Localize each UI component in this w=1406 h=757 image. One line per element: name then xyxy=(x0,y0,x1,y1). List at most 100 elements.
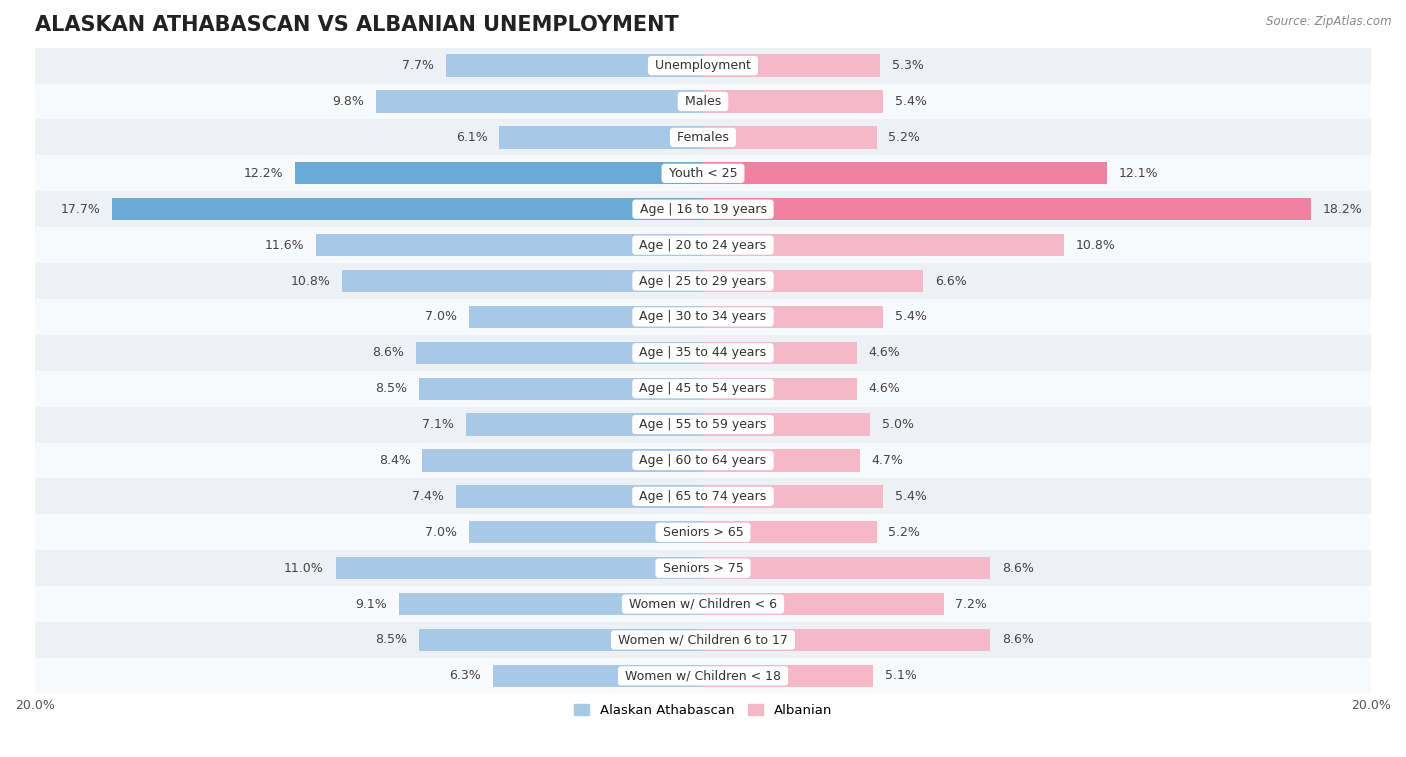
Text: 5.1%: 5.1% xyxy=(884,669,917,682)
Bar xyxy=(456,485,703,507)
Bar xyxy=(703,629,990,651)
Bar xyxy=(703,521,877,544)
Bar xyxy=(111,198,703,220)
Text: 8.5%: 8.5% xyxy=(375,634,408,646)
Bar xyxy=(703,341,856,364)
Bar xyxy=(342,270,703,292)
Bar xyxy=(703,593,943,615)
Bar xyxy=(35,443,1371,478)
Text: 4.6%: 4.6% xyxy=(869,382,900,395)
Text: 17.7%: 17.7% xyxy=(60,203,100,216)
Bar xyxy=(419,378,703,400)
Bar xyxy=(703,198,1310,220)
Bar xyxy=(419,629,703,651)
Bar xyxy=(416,341,703,364)
Text: 8.6%: 8.6% xyxy=(1002,562,1033,575)
Text: 7.7%: 7.7% xyxy=(402,59,434,72)
Bar xyxy=(465,413,703,436)
Bar xyxy=(35,263,1371,299)
Bar xyxy=(703,234,1064,256)
Text: Seniors > 75: Seniors > 75 xyxy=(658,562,748,575)
Bar xyxy=(703,55,880,76)
Text: 5.0%: 5.0% xyxy=(882,418,914,431)
Text: Women w/ Children < 6: Women w/ Children < 6 xyxy=(626,597,780,611)
Text: Women w/ Children 6 to 17: Women w/ Children 6 to 17 xyxy=(614,634,792,646)
Bar xyxy=(35,227,1371,263)
Text: 11.0%: 11.0% xyxy=(284,562,323,575)
Text: Age | 25 to 29 years: Age | 25 to 29 years xyxy=(636,275,770,288)
Text: Age | 35 to 44 years: Age | 35 to 44 years xyxy=(636,346,770,360)
Text: 18.2%: 18.2% xyxy=(1323,203,1362,216)
Text: 8.6%: 8.6% xyxy=(1002,634,1033,646)
Bar xyxy=(703,162,1107,185)
Bar xyxy=(315,234,703,256)
Text: Females: Females xyxy=(673,131,733,144)
Bar xyxy=(703,270,924,292)
Bar xyxy=(35,550,1371,586)
Text: 7.1%: 7.1% xyxy=(422,418,454,431)
Text: 5.4%: 5.4% xyxy=(896,310,927,323)
Bar xyxy=(35,478,1371,514)
Bar xyxy=(35,192,1371,227)
Text: ALASKAN ATHABASCAN VS ALBANIAN UNEMPLOYMENT: ALASKAN ATHABASCAN VS ALBANIAN UNEMPLOYM… xyxy=(35,15,679,35)
Bar xyxy=(35,622,1371,658)
Legend: Alaskan Athabascan, Albanian: Alaskan Athabascan, Albanian xyxy=(568,699,838,723)
Bar xyxy=(703,413,870,436)
Text: Males: Males xyxy=(681,95,725,108)
Bar xyxy=(35,83,1371,120)
Bar xyxy=(35,335,1371,371)
Text: Source: ZipAtlas.com: Source: ZipAtlas.com xyxy=(1267,15,1392,28)
Text: 11.6%: 11.6% xyxy=(264,238,304,251)
Text: 6.3%: 6.3% xyxy=(449,669,481,682)
Bar xyxy=(35,120,1371,155)
Text: 5.2%: 5.2% xyxy=(889,131,921,144)
Bar xyxy=(35,371,1371,407)
Text: 8.5%: 8.5% xyxy=(375,382,408,395)
Bar xyxy=(703,90,883,113)
Bar xyxy=(375,90,703,113)
Text: Age | 60 to 64 years: Age | 60 to 64 years xyxy=(636,454,770,467)
Text: 7.0%: 7.0% xyxy=(426,526,457,539)
Text: 7.0%: 7.0% xyxy=(426,310,457,323)
Text: 10.8%: 10.8% xyxy=(291,275,330,288)
Text: 4.7%: 4.7% xyxy=(872,454,904,467)
Text: 9.8%: 9.8% xyxy=(332,95,364,108)
Text: 10.8%: 10.8% xyxy=(1076,238,1115,251)
Text: 5.3%: 5.3% xyxy=(891,59,924,72)
Text: 7.2%: 7.2% xyxy=(955,597,987,611)
Text: 5.4%: 5.4% xyxy=(896,490,927,503)
Bar xyxy=(470,521,703,544)
Text: Age | 16 to 19 years: Age | 16 to 19 years xyxy=(636,203,770,216)
Bar xyxy=(35,407,1371,443)
Text: Women w/ Children < 18: Women w/ Children < 18 xyxy=(621,669,785,682)
Text: Age | 65 to 74 years: Age | 65 to 74 years xyxy=(636,490,770,503)
Text: Age | 45 to 54 years: Age | 45 to 54 years xyxy=(636,382,770,395)
Text: 8.6%: 8.6% xyxy=(373,346,404,360)
Text: 9.1%: 9.1% xyxy=(356,597,387,611)
Bar xyxy=(470,306,703,328)
Bar xyxy=(35,514,1371,550)
Bar xyxy=(35,299,1371,335)
Bar xyxy=(35,586,1371,622)
Text: 12.2%: 12.2% xyxy=(245,167,284,180)
Text: 12.1%: 12.1% xyxy=(1119,167,1159,180)
Text: 7.4%: 7.4% xyxy=(412,490,444,503)
Bar xyxy=(703,378,856,400)
Text: Youth < 25: Youth < 25 xyxy=(665,167,741,180)
Bar xyxy=(703,485,883,507)
Text: 8.4%: 8.4% xyxy=(378,454,411,467)
Text: 5.4%: 5.4% xyxy=(896,95,927,108)
Bar xyxy=(446,55,703,76)
Bar xyxy=(422,450,703,472)
Text: 5.2%: 5.2% xyxy=(889,526,921,539)
Bar xyxy=(336,557,703,579)
Text: Unemployment: Unemployment xyxy=(651,59,755,72)
Bar xyxy=(35,48,1371,83)
Text: 6.1%: 6.1% xyxy=(456,131,488,144)
Bar xyxy=(399,593,703,615)
Bar xyxy=(703,450,860,472)
Bar xyxy=(35,155,1371,192)
Bar xyxy=(703,306,883,328)
Bar xyxy=(703,557,990,579)
Bar xyxy=(499,126,703,148)
